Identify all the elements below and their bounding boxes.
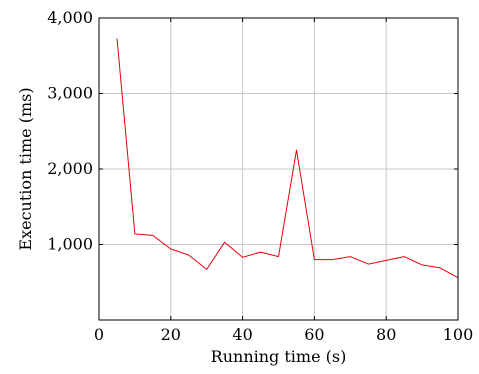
x-tick-label: 100: [443, 325, 474, 344]
y-tick-label: 3,000: [47, 84, 93, 103]
x-tick-label: 60: [304, 325, 324, 344]
x-axis-title: Running time (s): [211, 347, 347, 366]
y-axis-title: Execution time (ms): [16, 87, 35, 250]
series-layer: [116, 38, 459, 279]
x-tick-label: 80: [376, 325, 396, 344]
y-tick-label: 1,000: [47, 235, 93, 254]
x-tick-label: 0: [94, 325, 104, 344]
y-tick-label: 2,000: [47, 159, 93, 178]
series-line: [116, 38, 459, 279]
x-tick-label: 40: [232, 325, 252, 344]
x-tick-label: 20: [161, 325, 181, 344]
ticks: 0 20 40 60 80 100 1,000 2,000 3,000 4,000: [47, 8, 473, 344]
y-tick-label: 4,000: [47, 8, 93, 27]
grid: [99, 18, 458, 320]
